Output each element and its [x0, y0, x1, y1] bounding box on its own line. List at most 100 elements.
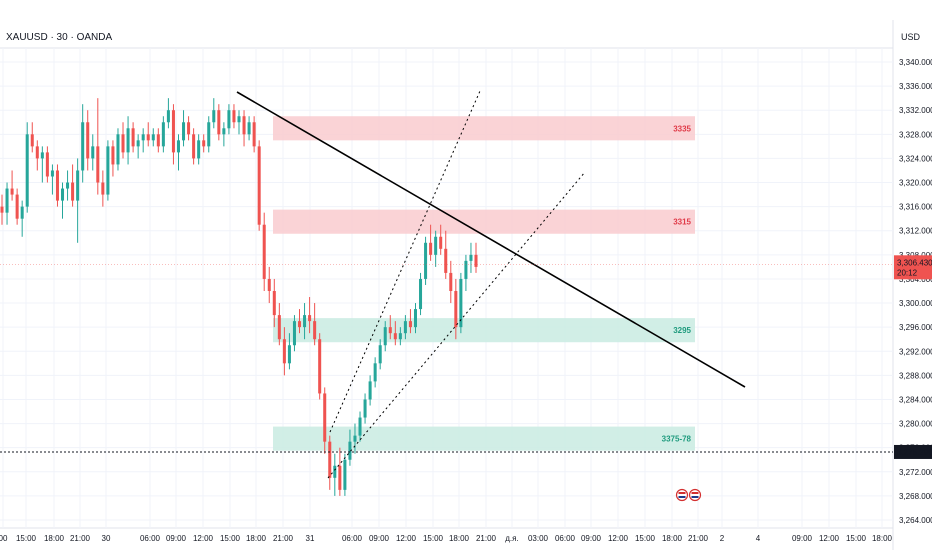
candle-body[interactable]	[136, 140, 140, 147]
candle-body[interactable]	[156, 134, 160, 147]
candle-body[interactable]	[101, 182, 105, 195]
candle-body[interactable]	[131, 128, 135, 147]
candle-body[interactable]	[207, 122, 211, 147]
candle-body[interactable]	[429, 242, 433, 255]
candle-body[interactable]	[303, 315, 307, 328]
candle-body[interactable]	[388, 327, 392, 334]
candle-body[interactable]	[45, 152, 49, 177]
candle-body[interactable]	[5, 188, 9, 213]
candle-body[interactable]	[343, 459, 347, 490]
candle-body[interactable]	[454, 291, 458, 328]
candle-body[interactable]	[146, 134, 150, 141]
candle-body[interactable]	[338, 465, 342, 490]
candle-body[interactable]	[393, 333, 397, 340]
zone-resistance[interactable]	[273, 116, 695, 141]
candle-body[interactable]	[106, 146, 110, 195]
candle-body[interactable]	[313, 321, 317, 340]
candle-body[interactable]	[237, 116, 241, 123]
candle-body[interactable]	[323, 393, 327, 442]
candle-body[interactable]	[474, 254, 478, 267]
candle-body[interactable]	[318, 339, 322, 394]
candle-body[interactable]	[40, 152, 44, 159]
candle-body[interactable]	[242, 116, 246, 135]
candle-body[interactable]	[192, 134, 196, 159]
candle-body[interactable]	[91, 146, 95, 159]
currency-label[interactable]: USD	[901, 32, 921, 42]
candle-body[interactable]	[217, 110, 221, 135]
candle-body[interactable]	[353, 435, 357, 442]
candle-body[interactable]	[383, 327, 387, 346]
candle-body[interactable]	[171, 110, 175, 153]
candle-body[interactable]	[111, 146, 115, 165]
candle-body[interactable]	[176, 140, 181, 153]
candle-body[interactable]	[81, 122, 85, 171]
zone-support[interactable]	[273, 426, 695, 451]
candle-body[interactable]	[166, 110, 170, 123]
candle-body[interactable]	[434, 236, 438, 255]
candle-body[interactable]	[444, 248, 448, 273]
candle-body[interactable]	[60, 188, 65, 201]
candle-body[interactable]	[439, 236, 443, 249]
candle-body[interactable]	[297, 321, 302, 328]
candle-body[interactable]	[292, 321, 296, 346]
candle-body[interactable]	[161, 122, 165, 147]
candle-body[interactable]	[202, 140, 206, 147]
candle-body[interactable]	[267, 278, 271, 291]
candle-body[interactable]	[287, 345, 291, 364]
candle-body[interactable]	[116, 134, 120, 165]
candle-body[interactable]	[71, 182, 75, 201]
candle-body[interactable]	[333, 465, 337, 478]
candle-body[interactable]	[15, 194, 19, 219]
candle-body[interactable]	[459, 278, 463, 328]
candle-body[interactable]	[86, 122, 90, 159]
candle-body[interactable]	[403, 321, 407, 334]
candle-body[interactable]	[308, 315, 312, 322]
candle-body[interactable]	[182, 122, 186, 141]
channel-lower-line[interactable]	[327, 171, 586, 479]
candle-body[interactable]	[464, 260, 468, 279]
candle-body[interactable]	[126, 128, 130, 153]
channel-upper-line[interactable]	[329, 90, 481, 433]
candle-body[interactable]	[348, 441, 352, 460]
candle-body[interactable]	[408, 321, 412, 328]
zone-resistance[interactable]	[273, 209, 695, 234]
candle-body[interactable]	[197, 140, 201, 159]
candle-body[interactable]	[121, 134, 125, 153]
candle-body[interactable]	[187, 122, 191, 135]
candle-body[interactable]	[222, 128, 226, 135]
candle-body[interactable]	[25, 134, 29, 207]
candle-body[interactable]	[247, 122, 251, 135]
candle-body[interactable]	[50, 170, 54, 177]
zone-support[interactable]	[273, 318, 695, 343]
candle-body[interactable]	[398, 333, 402, 340]
candle-body[interactable]	[252, 122, 256, 147]
symbol-title[interactable]: XAUUSD · 30 · OANDA	[6, 32, 113, 43]
candle-body[interactable]	[358, 417, 362, 436]
candle-body[interactable]	[424, 242, 428, 279]
candle-body[interactable]	[262, 224, 266, 279]
candle-body[interactable]	[363, 399, 367, 418]
candle-body[interactable]	[35, 146, 39, 159]
descending-trendline[interactable]	[236, 91, 746, 388]
candle-body[interactable]	[227, 110, 231, 129]
candle-body[interactable]	[55, 170, 59, 201]
candle-body[interactable]	[272, 291, 276, 316]
candle-body[interactable]	[141, 134, 145, 141]
event-flag-icon[interactable]	[675, 488, 689, 502]
candle-body[interactable]	[96, 146, 100, 183]
candle-body[interactable]	[368, 381, 372, 400]
candle-body[interactable]	[257, 146, 261, 225]
candle-body[interactable]	[469, 254, 473, 261]
candle-body[interactable]	[419, 278, 423, 310]
candle-body[interactable]	[373, 363, 377, 382]
candle-body[interactable]	[449, 272, 453, 291]
candle-body[interactable]	[10, 188, 14, 195]
candle-body[interactable]	[30, 134, 34, 147]
candle-body[interactable]	[282, 339, 286, 364]
candle-body[interactable]	[76, 170, 80, 201]
candle-body[interactable]	[413, 309, 418, 328]
candle-body[interactable]	[232, 110, 236, 123]
event-flag-icon[interactable]	[688, 488, 702, 502]
candle-body[interactable]	[212, 110, 216, 123]
